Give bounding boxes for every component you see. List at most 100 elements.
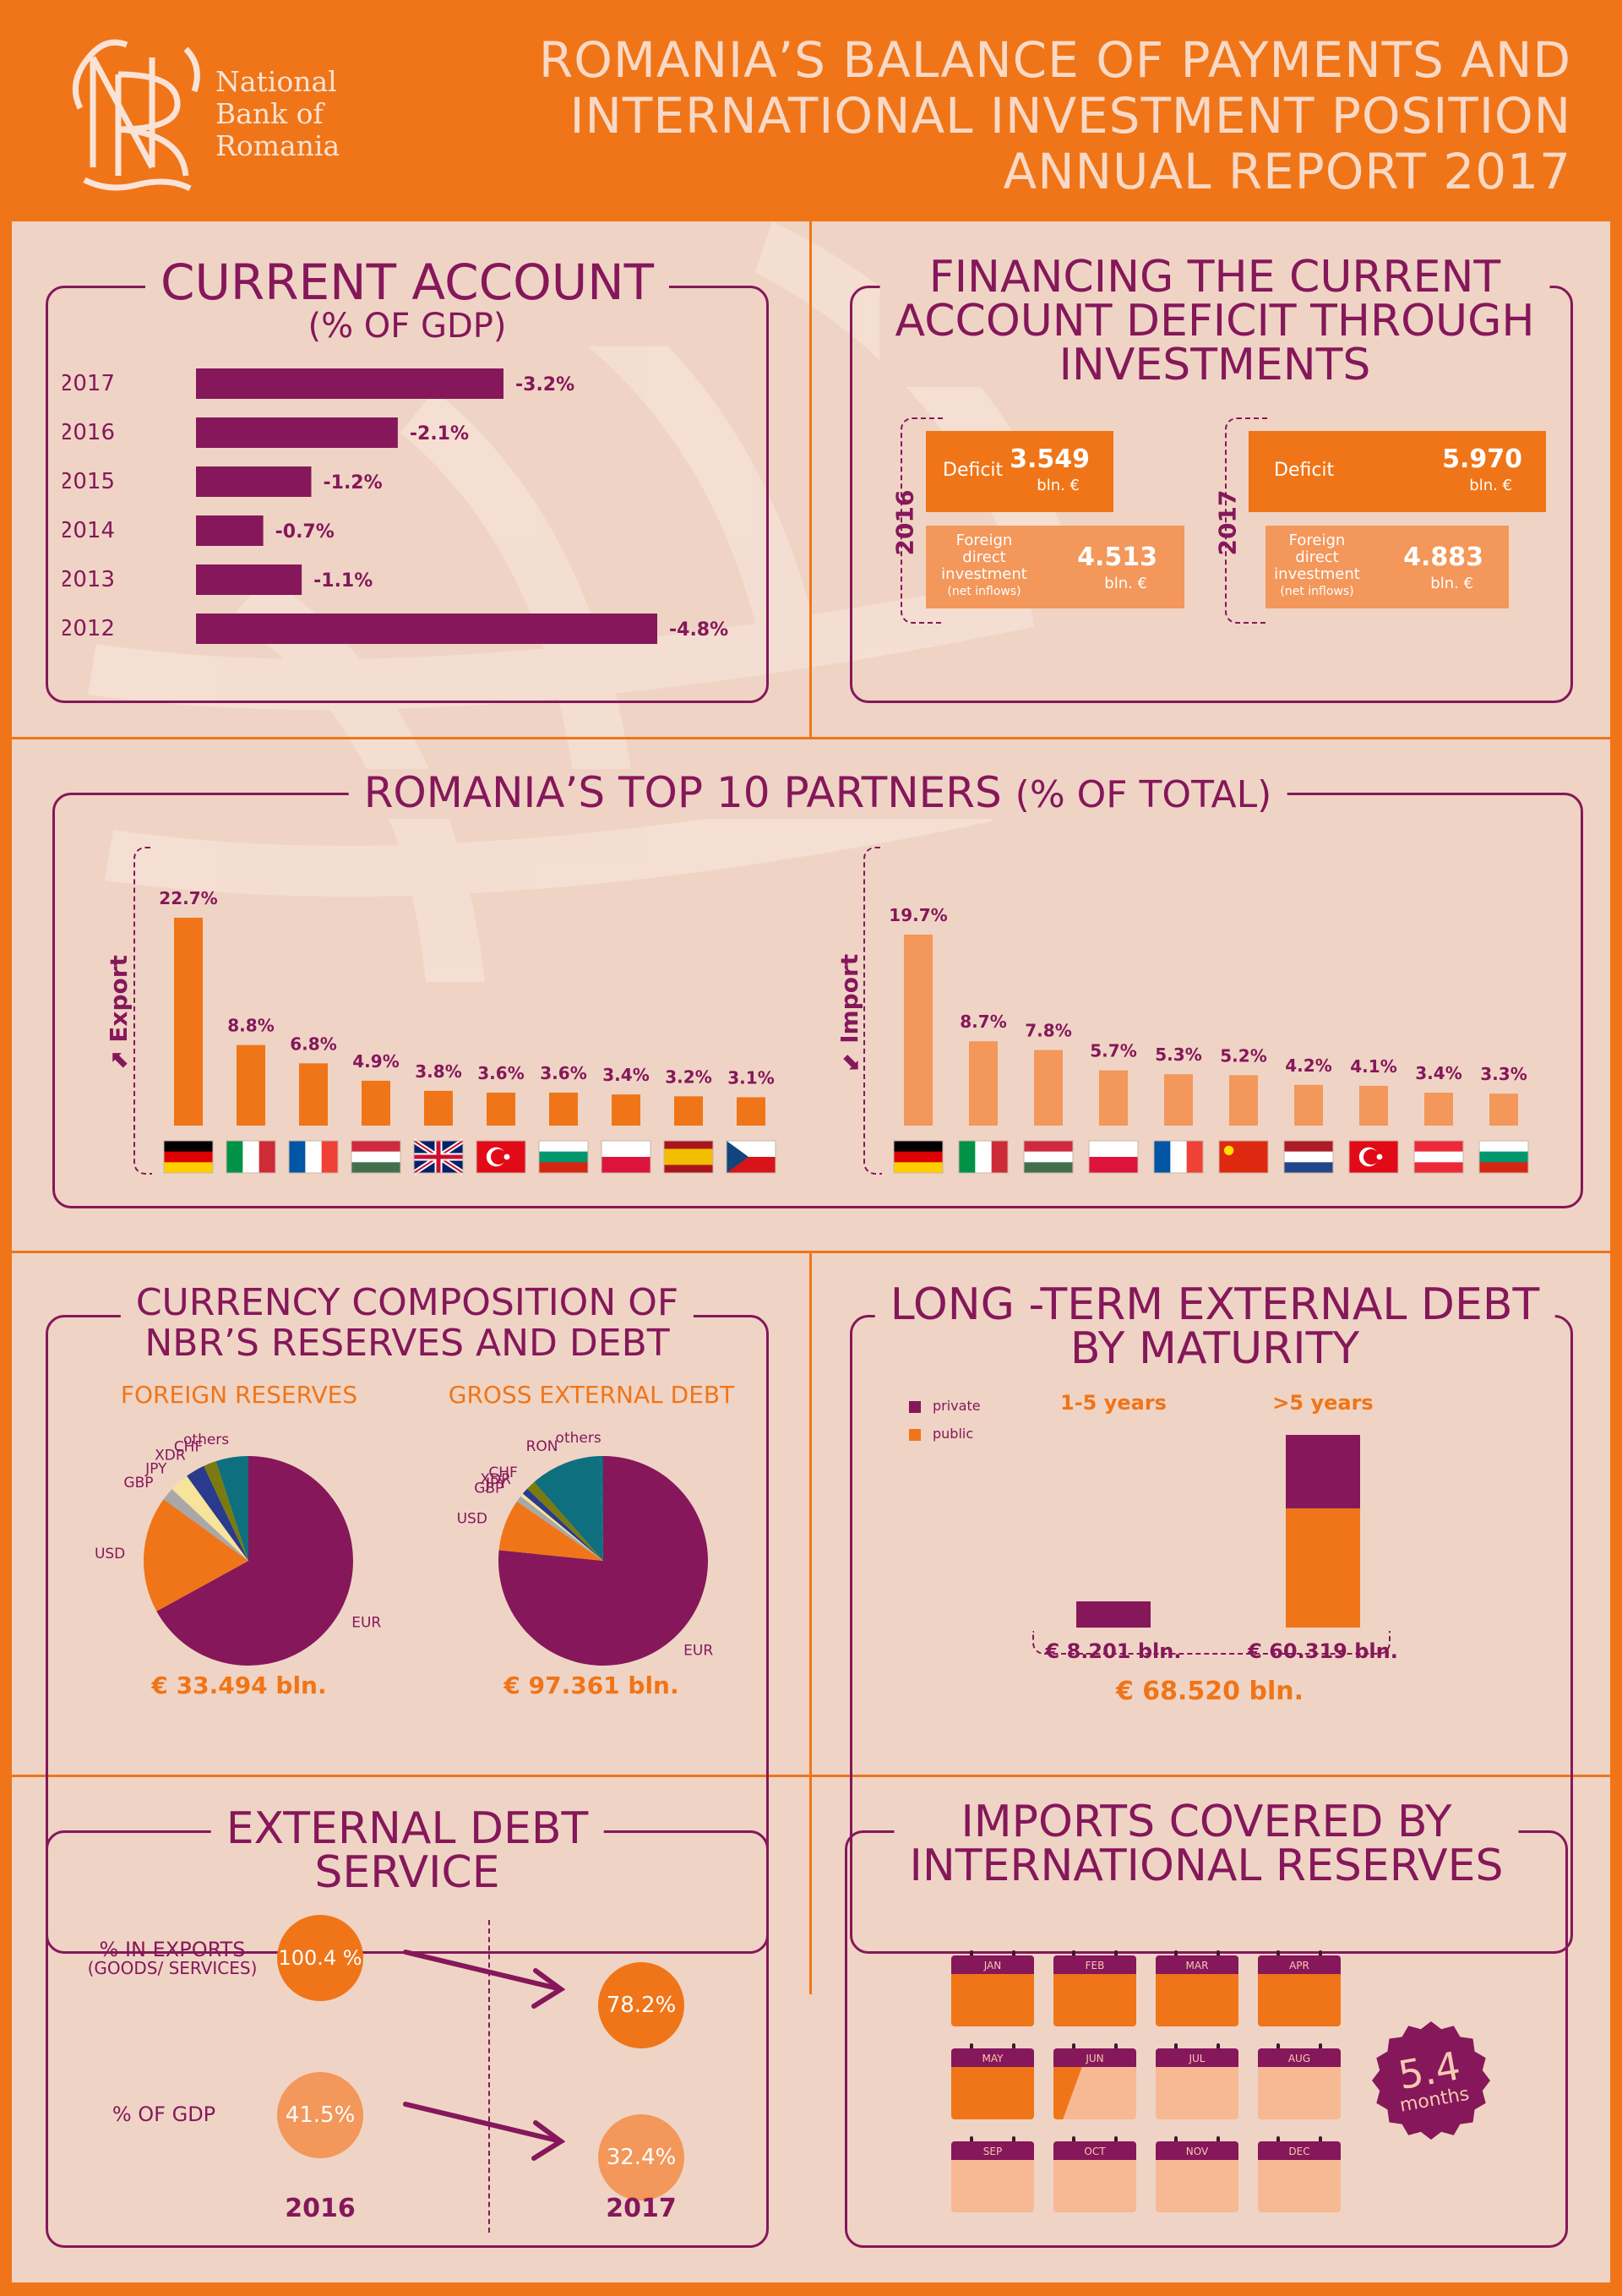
pie-title: GROSS EXTERNAL DEBT [448,1381,735,1409]
pie-slice [171,1475,248,1561]
year-tick-label: 2013 [63,567,115,592]
bar [1034,1050,1063,1126]
panel-title: CURRENT ACCOUNT [160,254,655,311]
bar [196,466,312,497]
value-circle: 32.4% [598,2114,684,2201]
pie-slice [156,1456,353,1666]
pie-slice [498,1501,603,1561]
bar [196,515,264,546]
flag-china-icon [1218,1140,1269,1174]
data-label: 8.7% [960,1012,1006,1032]
current-account-chart: 2017 -3.2% 2016 -2.1% 2015 -1.2% 2014 -0.7% 2013… [63,368,728,644]
fdi-label-line: direct [962,548,1006,566]
slice-label: others [183,1432,229,1448]
bar [1229,1075,1258,1126]
calendar-month-label: DEC [1258,2141,1341,2160]
panel-title: ROMANIA’S TOP 10 PARTNERS [363,768,1002,817]
calendar-body [1156,2067,1238,2119]
calendar-month-icon: JUL [1156,2043,1238,2119]
slice-label: JPY [485,1475,508,1492]
data-label: -2.1% [410,423,469,444]
divider [12,1775,1610,1777]
flag-france-icon [288,1140,339,1174]
panel-title-line: LONG -TERM EXTERNAL DEBT [890,1279,1540,1330]
fdi-label: Foreign direct investment (net inflows) [938,532,1031,600]
calendar-month-icon: AUG [1258,2043,1341,2119]
data-label: 3.2% [665,1066,711,1087]
bar [969,1041,998,1126]
panel-title-line: INTERNATIONAL RESERVES [909,1841,1504,1891]
fdi-box: Foreign direct investment (net inflows) … [1265,526,1509,608]
calendar-month-label: AUG [1258,2048,1341,2067]
calendar-month-label: NOV [1156,2141,1238,2160]
deficit-unit: bln. € [1469,477,1512,494]
calendar-month-label: APR [1258,1955,1341,1974]
flag-bulgaria-icon [538,1140,589,1174]
bar [1359,1085,1388,1126]
panel-title-line: EXTERNAL DEBT [226,1803,589,1854]
row-label-line: % IN EXPORTS [99,1938,246,1961]
page-title: ROMANIA’S BALANCE OF PAYMENTS AND INTERN… [539,32,1571,199]
bracket [901,417,943,624]
data-label: -1.1% [313,570,373,592]
badge-value: 5.4 [1395,2042,1463,2098]
export-bar-chart: 22.7% 8.8% 6.8% 4.9% 3.8% 3.6% 3.6% 3.4% 3.2% 3.1… [159,888,776,1175]
calendar-month-label: JAN [951,1955,1034,1974]
grand-total: € 68.520 bln. [1115,1677,1304,1706]
import-label: ⬋ Import [835,954,863,1072]
flag-hungary-icon [1023,1140,1074,1174]
year-tick-label: 2016 [63,420,115,445]
data-label: 6.8% [290,1033,336,1054]
calendar-body [1156,1974,1238,2026]
logo-line: Romania [215,129,340,162]
pie-slice [144,1499,248,1612]
calendar-body [1156,2160,1238,2212]
flag-austria-icon [1413,1140,1464,1174]
calendar-month-label: FEB [1053,1955,1136,1974]
data-label: 19.7% [889,905,947,925]
category-label: >5 years [1272,1391,1373,1415]
calendar-month-label: MAR [1156,1955,1238,1974]
year-tick-label: 2012 [63,616,115,641]
legend-label: private [933,1398,981,1414]
data-label: -1.2% [324,472,383,494]
calendar-month-icon: SEP [951,2136,1034,2212]
pie-title: FOREIGN RESERVES [120,1381,358,1409]
partners-title: ROMANIA’S TOP 10 PARTNERS (% OF TOTAL) [348,768,1287,819]
calendar-body [951,2067,1034,2119]
bracket [863,847,882,1175]
deficit-label: Deficit [1274,460,1335,481]
slice-label: RON [526,1438,558,1455]
data-label: 3.3% [1480,1064,1527,1084]
data-label: 5.3% [1155,1044,1201,1065]
bar-total-label: € 8.201 bln. [1045,1639,1182,1663]
flag-italy-icon [226,1140,276,1174]
year-label: 2017 [606,2194,677,2223]
calendar-month-icon: OCT [1053,2136,1136,2212]
calendar-grid: JAN FEB MAR APR MAY JUN JUL AUG SEP OCT NOV DEC [951,1950,1341,2217]
calendar-month-label: JUN [1053,2048,1136,2067]
flag-germany-icon [893,1140,944,1174]
flag-netherlands-icon [1283,1140,1334,1174]
data-label: -4.8% [669,619,728,641]
slice-label: USD [457,1511,487,1528]
currency-title: CURRENCY COMPOSITION OF NBR’S RESERVES A… [120,1283,694,1364]
bar [196,564,302,595]
title-line: ANNUAL REPORT 2017 [1003,143,1571,200]
year-tick-label: 2014 [63,518,115,543]
data-label: 4.1% [1350,1056,1396,1077]
calendar-month-icon: MAY [951,2043,1034,2119]
value-circle: 41.5% [277,2072,363,2158]
bar-total-label: € 60.319 bln. [1247,1639,1398,1663]
flag-italy-icon [958,1140,1009,1174]
deficit-value: 5.970 [1442,444,1522,474]
export-label: ⬈ Export [105,955,133,1071]
panel-title-line: INVESTMENTS [1059,340,1371,390]
deficit-label: Deficit [943,460,1004,481]
bar [299,1063,328,1126]
calendar-body [951,1974,1034,2026]
import-bar-chart: 19.7% 8.7% 7.8% 5.7% 5.3% 5.2% 4.2% 4.1% 3.4% 3.3… [889,905,1529,1174]
panel-subtitle: (% OF TOTAL) [1015,773,1272,816]
slice-label: others [556,1430,601,1447]
